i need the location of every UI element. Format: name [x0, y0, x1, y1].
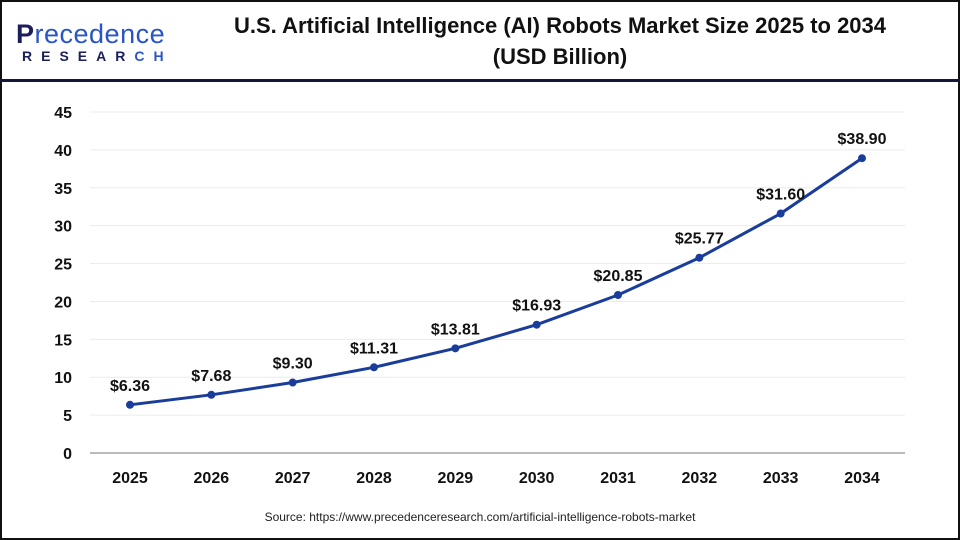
title-line-2: (USD Billion) [492, 44, 628, 69]
data-point [288, 378, 297, 387]
x-tick-label: 2028 [356, 470, 392, 487]
source-note: Source: https://www.precedenceresearch.c… [264, 510, 696, 524]
data-point [207, 390, 216, 399]
logo: Precedence RESEARCH [16, 20, 173, 64]
chart-title: U.S. Artificial Intelligence (AI) Robots… [200, 10, 920, 72]
y-tick-label: 20 [54, 294, 72, 311]
y-tick-label: 25 [54, 257, 72, 274]
y-tick-label: 45 [54, 105, 72, 122]
data-label: $38.90 [838, 131, 887, 148]
title-line-1: U.S. Artificial Intelligence (AI) Robots… [233, 13, 887, 38]
data-label: $13.81 [431, 321, 480, 338]
x-tick-label: 2030 [519, 470, 555, 487]
y-tick-label: 35 [54, 181, 72, 198]
y-tick-label: 0 [63, 446, 72, 463]
data-point [126, 400, 134, 409]
x-tick-label: 2026 [194, 470, 230, 487]
x-tick-label: 2034 [844, 470, 880, 487]
x-tick-label: 2025 [112, 470, 148, 487]
logo-text: Precedence [16, 19, 166, 49]
data-label: $11.31 [350, 340, 398, 357]
y-tick-label: 40 [54, 143, 72, 160]
data-label: $16.93 [512, 298, 561, 315]
y-tick-label: 10 [54, 370, 72, 387]
data-point [370, 363, 378, 372]
data-point [451, 344, 460, 353]
x-tick-label: 2032 [682, 470, 718, 487]
header-divider [0, 79, 960, 82]
data-label: $20.85 [594, 268, 643, 285]
y-tick-label: 5 [63, 408, 72, 425]
data-label: $25.77 [675, 231, 724, 248]
y-tick-label: 30 [54, 219, 72, 236]
y-tick-label: 15 [54, 332, 72, 349]
data-point [532, 320, 541, 329]
data-point [776, 209, 785, 218]
data-point [695, 253, 704, 262]
data-label: $9.30 [273, 356, 313, 373]
data-label: $6.36 [110, 378, 150, 395]
data-label: $31.60 [756, 187, 805, 204]
series-line [129, 156, 863, 407]
data-point [614, 291, 622, 300]
data-point [858, 154, 866, 163]
data-label: $7.68 [191, 368, 231, 385]
x-tick-label: 2029 [438, 470, 474, 487]
x-tick-label: 2033 [763, 470, 799, 487]
logo-subtext: RESEARCH [22, 48, 173, 64]
x-tick-label: 2027 [275, 470, 311, 487]
x-tick-label: 2031 [600, 470, 636, 487]
